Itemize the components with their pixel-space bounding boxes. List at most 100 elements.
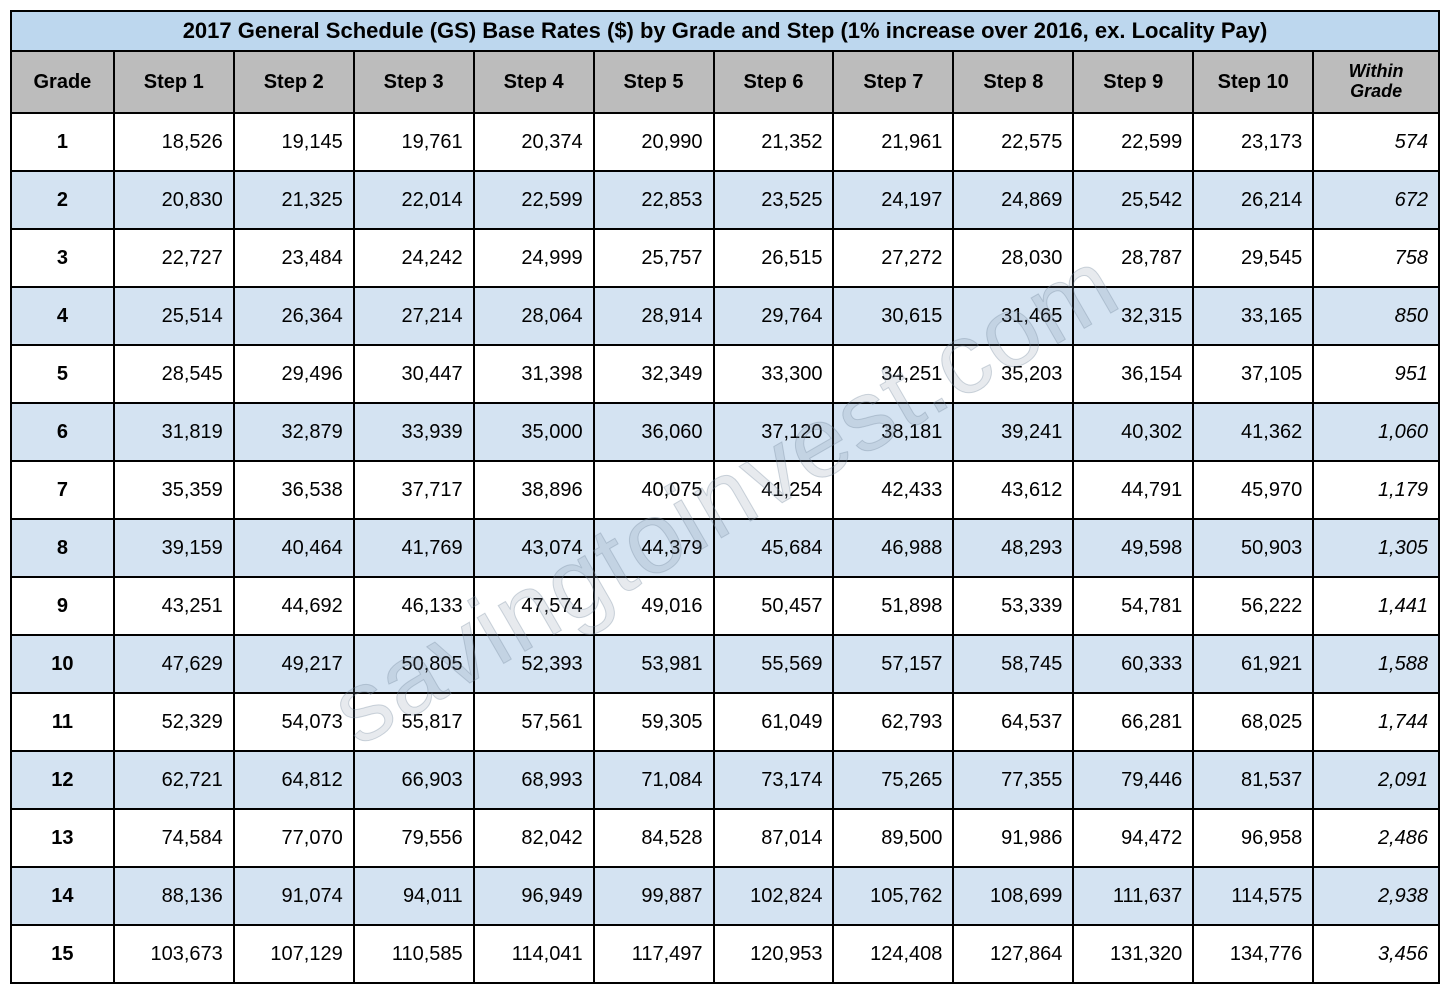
step-cell: 32,879	[234, 403, 354, 461]
table-row: 735,35936,53837,71738,89640,07541,25442,…	[11, 461, 1439, 519]
grade-cell: 14	[11, 867, 114, 925]
step-cell: 43,612	[953, 461, 1073, 519]
grade-cell: 3	[11, 229, 114, 287]
step-cell: 71,084	[594, 751, 714, 809]
step-cell: 55,569	[714, 635, 834, 693]
step-cell: 79,556	[354, 809, 474, 867]
table-row: 839,15940,46441,76943,07444,37945,68446,…	[11, 519, 1439, 577]
step-cell: 127,864	[953, 925, 1073, 983]
step-cell: 50,903	[1193, 519, 1313, 577]
step-cell: 42,433	[833, 461, 953, 519]
step-cell: 28,914	[594, 287, 714, 345]
step-cell: 110,585	[354, 925, 474, 983]
step-cell: 68,025	[1193, 693, 1313, 751]
grade-cell: 9	[11, 577, 114, 635]
step-cell: 26,515	[714, 229, 834, 287]
grade-cell: 7	[11, 461, 114, 519]
within-grade-cell: 1,744	[1313, 693, 1439, 751]
step-cell: 91,074	[234, 867, 354, 925]
step-cell: 31,398	[474, 345, 594, 403]
step-cell: 29,496	[234, 345, 354, 403]
step-cell: 24,999	[474, 229, 594, 287]
within-grade-cell: 672	[1313, 171, 1439, 229]
table-row: 1488,13691,07494,01196,94999,887102,8241…	[11, 867, 1439, 925]
step-cell: 38,181	[833, 403, 953, 461]
step-cell: 26,364	[234, 287, 354, 345]
step-cell: 79,446	[1073, 751, 1193, 809]
step-cell: 27,272	[833, 229, 953, 287]
within-grade-cell: 1,441	[1313, 577, 1439, 635]
grade-cell: 12	[11, 751, 114, 809]
column-header-step-3: Step 3	[354, 51, 474, 113]
step-cell: 44,379	[594, 519, 714, 577]
step-cell: 131,320	[1073, 925, 1193, 983]
step-cell: 120,953	[714, 925, 834, 983]
table-row: 1047,62949,21750,80552,39353,98155,56957…	[11, 635, 1439, 693]
step-cell: 27,214	[354, 287, 474, 345]
step-cell: 47,629	[114, 635, 234, 693]
table-row: 15103,673107,129110,585114,041117,497120…	[11, 925, 1439, 983]
step-cell: 60,333	[1073, 635, 1193, 693]
gs-pay-table: 2017 General Schedule (GS) Base Rates ($…	[10, 10, 1440, 984]
step-cell: 41,769	[354, 519, 474, 577]
step-cell: 35,359	[114, 461, 234, 519]
column-header-step-7: Step 7	[833, 51, 953, 113]
table-row: 943,25144,69246,13347,57449,01650,45751,…	[11, 577, 1439, 635]
step-cell: 22,575	[953, 113, 1073, 171]
step-cell: 102,824	[714, 867, 834, 925]
grade-cell: 2	[11, 171, 114, 229]
step-cell: 18,526	[114, 113, 234, 171]
step-cell: 40,302	[1073, 403, 1193, 461]
step-cell: 56,222	[1193, 577, 1313, 635]
step-cell: 96,958	[1193, 809, 1313, 867]
table-row: 220,83021,32522,01422,59922,85323,52524,…	[11, 171, 1439, 229]
step-cell: 89,500	[833, 809, 953, 867]
step-cell: 94,011	[354, 867, 474, 925]
column-header-step-8: Step 8	[953, 51, 1073, 113]
within-grade-cell: 758	[1313, 229, 1439, 287]
step-cell: 52,329	[114, 693, 234, 751]
within-grade-cell: 574	[1313, 113, 1439, 171]
step-cell: 39,159	[114, 519, 234, 577]
step-cell: 34,251	[833, 345, 953, 403]
grade-cell: 15	[11, 925, 114, 983]
step-cell: 45,970	[1193, 461, 1313, 519]
step-cell: 32,349	[594, 345, 714, 403]
grade-cell: 10	[11, 635, 114, 693]
step-cell: 47,574	[474, 577, 594, 635]
step-cell: 20,374	[474, 113, 594, 171]
step-cell: 20,990	[594, 113, 714, 171]
step-cell: 32,315	[1073, 287, 1193, 345]
step-cell: 28,787	[1073, 229, 1193, 287]
step-cell: 48,293	[953, 519, 1073, 577]
gs-pay-table-container: 2017 General Schedule (GS) Base Rates ($…	[10, 10, 1440, 984]
column-header-grade: Grade	[11, 51, 114, 113]
step-cell: 59,305	[594, 693, 714, 751]
step-cell: 33,300	[714, 345, 834, 403]
grade-cell: 11	[11, 693, 114, 751]
step-cell: 19,145	[234, 113, 354, 171]
column-header-step-5: Step 5	[594, 51, 714, 113]
step-cell: 52,393	[474, 635, 594, 693]
step-cell: 30,447	[354, 345, 474, 403]
step-cell: 94,472	[1073, 809, 1193, 867]
within-grade-cell: 1,060	[1313, 403, 1439, 461]
step-cell: 77,070	[234, 809, 354, 867]
step-cell: 82,042	[474, 809, 594, 867]
step-cell: 108,699	[953, 867, 1073, 925]
table-row: 118,52619,14519,76120,37420,99021,35221,…	[11, 113, 1439, 171]
step-cell: 46,133	[354, 577, 474, 635]
step-cell: 45,684	[714, 519, 834, 577]
step-cell: 28,064	[474, 287, 594, 345]
step-cell: 36,060	[594, 403, 714, 461]
step-cell: 23,173	[1193, 113, 1313, 171]
grade-cell: 4	[11, 287, 114, 345]
table-body: 118,52619,14519,76120,37420,99021,35221,…	[11, 113, 1439, 983]
step-cell: 21,325	[234, 171, 354, 229]
step-cell: 61,921	[1193, 635, 1313, 693]
step-cell: 54,781	[1073, 577, 1193, 635]
step-cell: 87,014	[714, 809, 834, 867]
step-cell: 53,981	[594, 635, 714, 693]
column-header-step-10: Step 10	[1193, 51, 1313, 113]
step-cell: 33,939	[354, 403, 474, 461]
